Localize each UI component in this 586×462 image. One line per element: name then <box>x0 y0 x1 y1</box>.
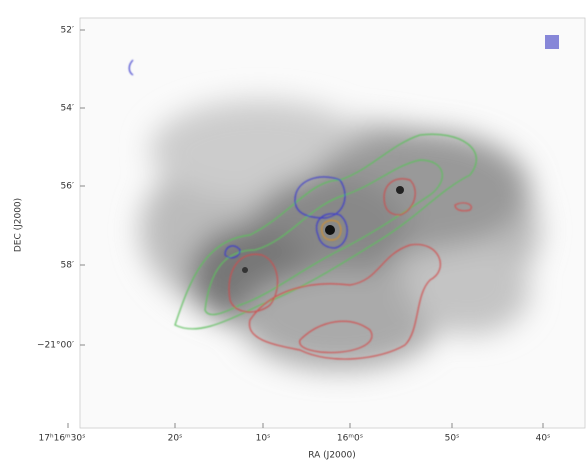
x-axis-label: RA (J2000) <box>308 451 356 461</box>
bright-core <box>242 267 248 273</box>
y-ticks: 52′ 54′ 56′ 58′ −21°00′ <box>37 26 85 351</box>
y-tick-label: 52′ <box>61 26 75 36</box>
x-tick-label: 10ˢ <box>256 434 271 444</box>
bright-core <box>396 186 404 194</box>
figure: 17ʰ16ᵐ30ˢ 20ˢ 10ˢ 16ᵐ0ˢ 50ˢ 40ˢ 52′ 54′ 56′ 58′ −… <box>0 0 586 462</box>
x-tick-label: 16ᵐ0ˢ <box>337 434 363 444</box>
beam-marker <box>545 35 559 49</box>
page: 17ʰ16ᵐ30ˢ 20ˢ 10ˢ 16ᵐ0ˢ 50ˢ 40ˢ 52′ 54′ 56′ 58′ −… <box>0 0 586 462</box>
y-tick-label: −21°00′ <box>37 341 74 351</box>
y-tick-label: 56′ <box>61 182 75 192</box>
x-tick-label: 17ʰ16ᵐ30ˢ <box>39 434 86 444</box>
y-axis-label: DEC (J2000) <box>14 198 24 252</box>
x-tick-label: 40ˢ <box>536 434 551 444</box>
image-frame <box>80 18 585 428</box>
x-tick-label: 20ˢ <box>168 434 183 444</box>
x-tick-label: 50ˢ <box>445 434 460 444</box>
y-tick-label: 54′ <box>61 104 75 114</box>
bright-core <box>325 225 335 235</box>
y-tick-label: 58′ <box>61 261 75 271</box>
